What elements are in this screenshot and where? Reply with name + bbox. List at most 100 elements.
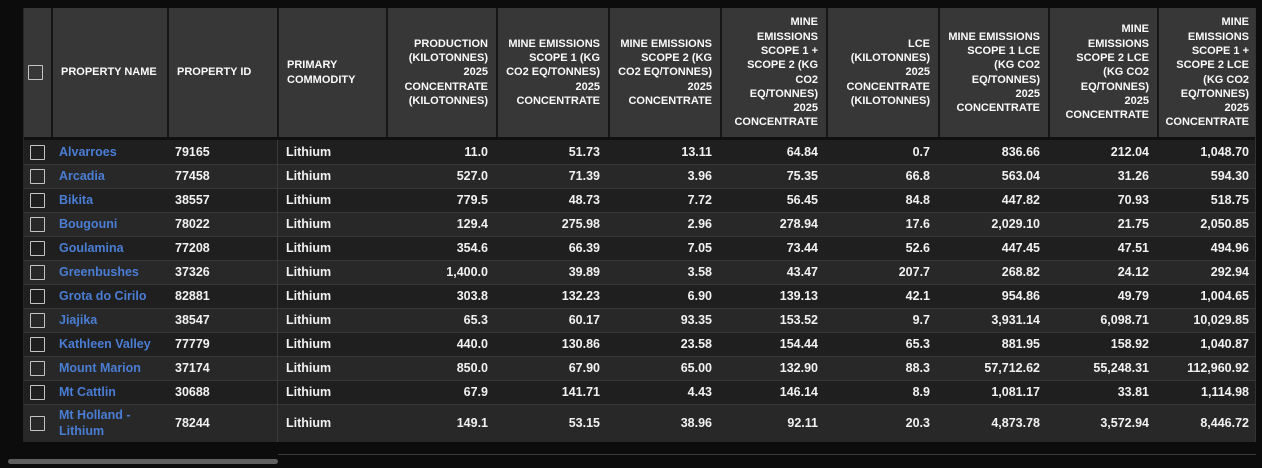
select-all-checkbox[interactable]	[28, 65, 43, 80]
cell-value: 6,098.71	[1100, 313, 1149, 328]
column-header-scope2-lce[interactable]: MINE EMISSIONS SCOPE 2 LCE (KG CO2 EQ/TO…	[1048, 8, 1157, 137]
cell-scope1-2: 278.94	[720, 213, 826, 236]
property-name-link[interactable]: Mt Holland - Lithium	[59, 408, 131, 439]
cell-value: 38557	[175, 193, 210, 208]
column-header-primary-commodity[interactable]: PRIMARY COMMODITY	[277, 8, 386, 137]
cell-value: 66.39	[568, 241, 600, 256]
property-name-link[interactable]: Mount Marion	[59, 361, 141, 376]
property-name-link[interactable]: Grota do Cirilo	[59, 289, 147, 304]
cell-production-kt: 303.8	[386, 285, 496, 308]
property-name-link[interactable]: Jiajika	[59, 313, 98, 328]
cell-production-kt: 11.0	[386, 140, 496, 164]
cell-value: 39.89	[568, 265, 600, 280]
horizontal-scrollbar-thumb[interactable]	[8, 459, 278, 464]
row-select-checkbox[interactable]	[30, 385, 45, 400]
table-row: Grota do Cirilo 82881 Lithium 303.8 132.23 6.…	[24, 284, 1255, 308]
row-select-checkbox[interactable]	[30, 193, 45, 208]
cell-primary-commodity: Lithium	[277, 285, 386, 308]
table-row: Mt Cattlin 30688 Lithium 67.9 141.71 4.43 146.…	[24, 380, 1255, 404]
cell-select	[24, 140, 51, 164]
cell-value: Lithium	[286, 416, 332, 431]
cell-primary-commodity: Lithium	[277, 381, 386, 404]
column-header-scope1-lce[interactable]: MINE EMISSIONS SCOPE 1 LCE (KG CO2 EQ/TO…	[938, 8, 1048, 137]
column-header-property-name[interactable]: PROPERTY NAME	[51, 8, 167, 137]
cell-production-kt: 129.4	[386, 213, 496, 236]
cell-value: 9.7	[912, 313, 930, 328]
property-name-link[interactable]: Arcadia	[59, 169, 105, 184]
cell-scope1-2: 75.35	[720, 165, 826, 188]
cell-property-id: 38547	[167, 309, 277, 332]
row-select-checkbox[interactable]	[30, 337, 45, 352]
cell-scope2-lce: 70.93	[1048, 189, 1157, 212]
cell-value: Lithium	[286, 217, 332, 232]
cell-value: 139.13	[779, 289, 818, 304]
cell-value: 53.15	[568, 416, 600, 431]
cell-property-id: 77208	[167, 237, 277, 260]
cell-scope1-2: 73.44	[720, 237, 826, 260]
row-select-checkbox[interactable]	[30, 144, 45, 160]
row-select-checkbox[interactable]	[30, 415, 45, 431]
column-header-scope1[interactable]: MINE EMISSIONS SCOPE 1 (KG CO2 EQ/TONNES…	[496, 8, 608, 137]
cell-value: 92.11	[787, 416, 818, 431]
property-name-link[interactable]: Goulamina	[59, 241, 124, 256]
cell-property-name: Alvarroes	[51, 140, 167, 164]
cell-scope1-lce: 447.82	[938, 189, 1048, 212]
cell-property-id: 38557	[167, 189, 277, 212]
cell-select	[24, 333, 51, 356]
select-all-header-cell[interactable]	[24, 8, 51, 137]
cell-value: Lithium	[286, 241, 332, 256]
cell-lce-kt: 20.3	[826, 405, 938, 442]
cell-value: 1,400.0	[446, 265, 488, 280]
column-header-scope2[interactable]: MINE EMISSIONS SCOPE 2 (KG CO2 EQ/TONNES…	[608, 8, 720, 137]
column-header-property-id[interactable]: PROPERTY ID	[167, 8, 277, 137]
cell-value: 79165	[175, 144, 210, 159]
cell-value: 527.0	[456, 169, 488, 184]
cell-property-name: Goulamina	[51, 237, 167, 260]
cell-scope1-lce: 881.95	[938, 333, 1048, 356]
cell-value: 563.04	[1001, 169, 1040, 184]
cell-primary-commodity: Lithium	[277, 189, 386, 212]
cell-value: Lithium	[286, 169, 332, 184]
row-select-checkbox[interactable]	[30, 169, 45, 184]
cell-scope1-2-lce: 594.30	[1157, 165, 1257, 188]
cell-scope1: 67.90	[496, 357, 608, 380]
row-select-checkbox[interactable]	[30, 265, 45, 280]
column-header-production-kt[interactable]: PRODUCTION (KILOTONNES) 2025 CONCENTRATE…	[386, 8, 496, 137]
cell-scope2: 13.11	[608, 140, 720, 164]
cell-value: 78022	[175, 217, 210, 232]
property-name-link[interactable]: Mt Cattlin	[59, 385, 116, 400]
column-header-scope1-2-lce[interactable]: MINE EMISSIONS SCOPE 1 + SCOPE 2 LCE (KG…	[1157, 8, 1257, 137]
cell-property-name: Kathleen Valley	[51, 333, 167, 356]
column-header-lce-kt[interactable]: LCE (KILOTONNES) 2025 CONCENTRATE (KILOT…	[826, 8, 938, 137]
row-select-checkbox[interactable]	[30, 241, 45, 256]
property-name-link[interactable]: Bougouni	[59, 217, 118, 232]
cell-property-name: Grota do Cirilo	[51, 285, 167, 308]
property-name-link[interactable]: Greenbushes	[59, 265, 139, 280]
row-select-checkbox[interactable]	[30, 313, 45, 328]
cell-select	[24, 189, 51, 212]
cell-value: 67.9	[463, 385, 488, 400]
cell-value: 278.94	[779, 217, 818, 232]
row-select-checkbox[interactable]	[30, 217, 45, 232]
cell-value: 4,873.78	[991, 416, 1040, 431]
cell-lce-kt: 42.1	[826, 285, 938, 308]
row-select-checkbox[interactable]	[30, 289, 45, 304]
row-select-checkbox[interactable]	[30, 361, 45, 376]
cell-select	[24, 405, 51, 442]
property-name-link[interactable]: Alvarroes	[59, 144, 117, 159]
property-name-link[interactable]: Bikita	[59, 193, 94, 208]
cell-value: 30688	[175, 385, 210, 400]
cell-scope1: 53.15	[496, 405, 608, 442]
cell-property-id: 37326	[167, 261, 277, 284]
property-name-link[interactable]: Kathleen Valley	[59, 337, 151, 352]
cell-value: 65.3	[905, 337, 930, 352]
cell-select	[24, 165, 51, 188]
cell-select	[24, 309, 51, 332]
table-row: Greenbushes 37326 Lithium 1,400.0 39.89 3.58 4…	[24, 260, 1255, 284]
cell-value: 93.35	[680, 313, 712, 328]
cell-scope1-2-lce: 112,960.92	[1157, 357, 1257, 380]
cell-value: 4.43	[687, 385, 712, 400]
column-header-scope1-2[interactable]: MINE EMISSIONS SCOPE 1 + SCOPE 2 (KG CO2…	[720, 8, 826, 137]
cell-value: 0.7	[912, 144, 930, 159]
cell-primary-commodity: Lithium	[277, 357, 386, 380]
